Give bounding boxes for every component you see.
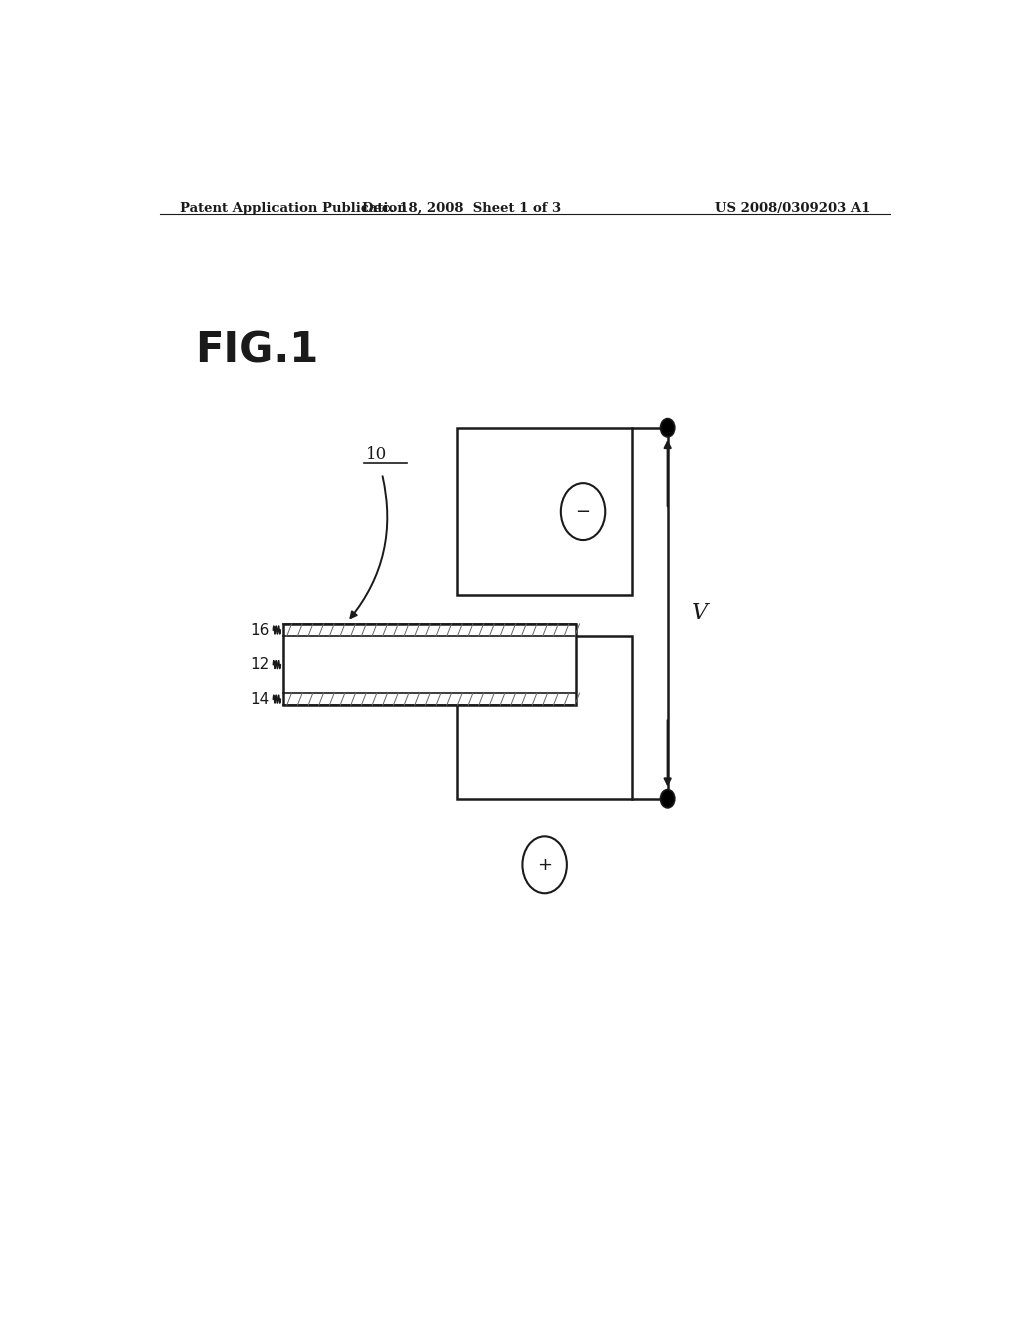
Circle shape — [660, 789, 675, 808]
Text: +: + — [538, 855, 552, 874]
Bar — [458, 636, 632, 799]
Text: −: − — [575, 503, 591, 520]
Text: Patent Application Publication: Patent Application Publication — [179, 202, 407, 215]
Bar — [458, 428, 632, 595]
Circle shape — [660, 418, 675, 437]
Text: 14: 14 — [250, 692, 269, 706]
Text: 16: 16 — [250, 623, 269, 638]
Text: V: V — [691, 602, 708, 624]
Text: US 2008/0309203 A1: US 2008/0309203 A1 — [715, 202, 870, 215]
Text: 12: 12 — [250, 657, 269, 672]
Bar — [283, 624, 577, 705]
Text: FIG.1: FIG.1 — [196, 329, 318, 371]
Text: 10: 10 — [367, 446, 387, 463]
Text: Dec. 18, 2008  Sheet 1 of 3: Dec. 18, 2008 Sheet 1 of 3 — [361, 202, 561, 215]
